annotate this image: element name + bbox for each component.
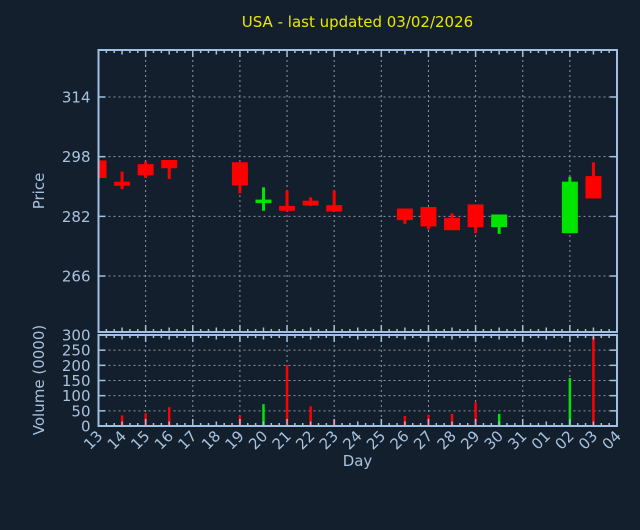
plot-borders xyxy=(97,49,618,427)
candle-30 xyxy=(491,214,508,234)
candle-body-28 xyxy=(444,217,461,231)
candlesticks xyxy=(98,160,602,234)
x-tick-label-16: 16 xyxy=(151,427,177,453)
candle-15 xyxy=(137,161,154,178)
x-tick-label-03: 03 xyxy=(575,427,601,453)
candle-body-20 xyxy=(255,199,272,204)
x-tick-label-23: 23 xyxy=(316,427,342,453)
x-tick-label-18: 18 xyxy=(198,427,224,453)
volume-bar-20 xyxy=(262,404,265,426)
candle-body-03 xyxy=(585,176,602,199)
x-tick-label-14: 14 xyxy=(104,427,130,453)
candle-body-13 xyxy=(98,160,107,178)
candle-body-23 xyxy=(326,205,343,212)
candle-03 xyxy=(585,162,602,199)
candle-29 xyxy=(467,204,484,234)
candle-20 xyxy=(255,187,272,211)
price-tick-label-282: 282 xyxy=(62,208,91,226)
candle-23 xyxy=(326,190,343,212)
price-tick-label-314: 314 xyxy=(62,89,91,107)
candle-wick-14 xyxy=(120,171,124,190)
volume-bar-30 xyxy=(497,413,501,426)
price-tick-label-266: 266 xyxy=(62,268,91,286)
x-tick-label-29: 29 xyxy=(457,427,483,453)
candle-body-14 xyxy=(114,181,131,186)
candle-body-29 xyxy=(467,204,484,228)
x-tick-label-25: 25 xyxy=(363,427,389,453)
x-tick-label-21: 21 xyxy=(269,427,295,453)
candle-19 xyxy=(231,162,248,194)
candle-body-15 xyxy=(137,164,154,176)
candle-wick-23 xyxy=(332,190,336,212)
candle-22 xyxy=(302,197,319,206)
gridlines xyxy=(98,50,617,426)
volume-bar-16 xyxy=(167,407,171,426)
x-tick-label-20: 20 xyxy=(245,427,271,453)
candle-body-02 xyxy=(561,181,578,234)
volume-bar-22 xyxy=(309,406,312,426)
volume-tick-label-300: 300 xyxy=(62,327,91,345)
volume-tick-label-0: 0 xyxy=(81,418,91,436)
candle-body-22 xyxy=(302,200,319,206)
price-plot-border xyxy=(97,49,618,333)
candle-wick-21 xyxy=(285,190,289,211)
x-tick-label-15: 15 xyxy=(127,427,153,453)
volume-tick-label-100: 100 xyxy=(62,387,91,405)
volume-bar-02 xyxy=(568,378,572,426)
x-tick-label-01: 01 xyxy=(528,427,554,453)
tick-labels: 2662822983140501001502002503001314151617… xyxy=(62,89,625,454)
chart-page: { "theme": { "background": "#131f2d", "a… xyxy=(30,13,625,470)
x-tick-label-19: 19 xyxy=(222,427,248,453)
candle-body-19 xyxy=(231,162,248,186)
x-tick-label-31: 31 xyxy=(504,427,530,453)
volume-tick-label-50: 50 xyxy=(71,402,90,420)
volume-tick-label-150: 150 xyxy=(62,372,91,390)
candle-body-16 xyxy=(161,160,178,169)
candle-body-26 xyxy=(396,208,413,221)
candle-21 xyxy=(279,190,296,211)
candle-wick-16 xyxy=(167,160,171,180)
volume-bar-28 xyxy=(450,413,454,426)
candle-16 xyxy=(161,160,178,180)
x-tick-label-28: 28 xyxy=(434,427,460,453)
candle-body-27 xyxy=(420,207,437,227)
volume-bar-03 xyxy=(592,336,595,426)
x-tick-label-30: 30 xyxy=(481,427,507,453)
candle-26 xyxy=(396,208,413,224)
candle-wick-20 xyxy=(261,187,265,211)
volume-bar-26 xyxy=(403,415,407,426)
candle-02 xyxy=(561,176,578,234)
volume-bar-29 xyxy=(474,402,477,426)
tick-marks xyxy=(97,50,618,426)
plot-svg: 2662822983140501001502002503001314151617… xyxy=(62,49,625,454)
candle-14 xyxy=(114,171,131,190)
x-tick-label-26: 26 xyxy=(386,427,412,453)
candle-body-30 xyxy=(491,214,508,228)
day-axis-label: Day xyxy=(342,452,373,470)
x-tick-label-17: 17 xyxy=(174,427,200,453)
x-tick-label-02: 02 xyxy=(551,427,577,453)
candle-body-21 xyxy=(279,205,296,211)
candle-27 xyxy=(420,207,437,230)
x-tick-label-22: 22 xyxy=(292,427,318,453)
x-tick-label-04: 04 xyxy=(599,427,625,453)
x-tick-label-24: 24 xyxy=(339,427,365,453)
x-tick-label-27: 27 xyxy=(410,427,436,453)
volume-tick-label-250: 250 xyxy=(62,342,91,360)
volume-bar-14 xyxy=(120,415,124,426)
volume-bar-21 xyxy=(285,365,289,426)
price-tick-label-298: 298 xyxy=(62,148,91,166)
candle-28 xyxy=(444,213,461,231)
chart-title: USA - last updated 03/02/2026 xyxy=(241,13,474,31)
volume-tick-label-200: 200 xyxy=(62,357,91,375)
